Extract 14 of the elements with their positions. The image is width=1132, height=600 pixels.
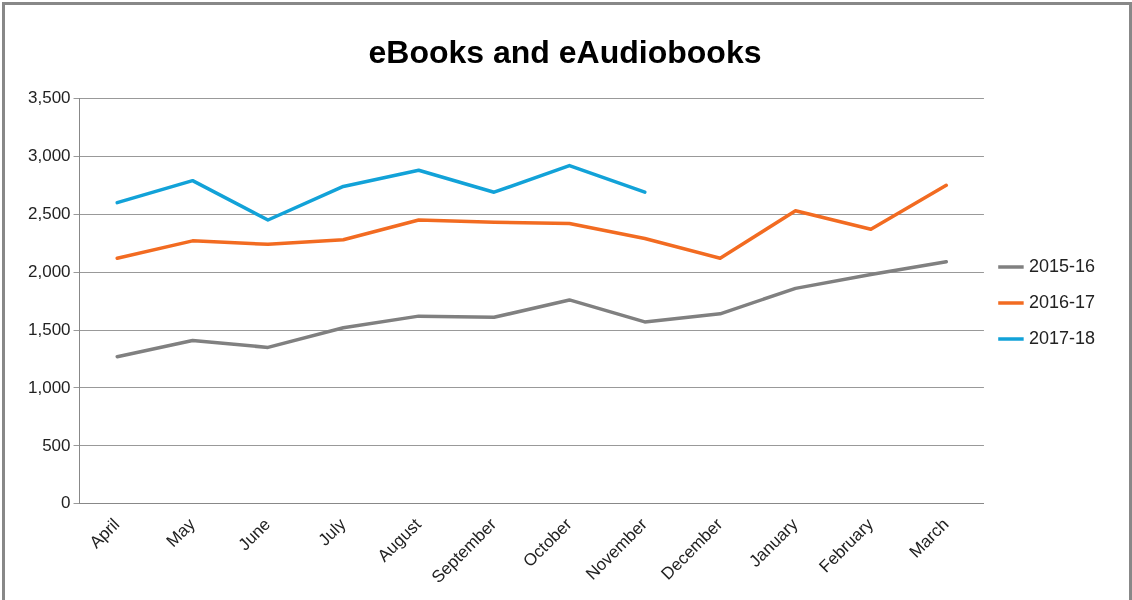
- x-tick-label: May: [162, 514, 200, 551]
- chart-title: eBooks and eAudiobooks: [368, 34, 762, 71]
- x-tick-label: July: [314, 514, 350, 550]
- legend-label: 2015-16: [1028, 255, 1095, 276]
- y-tick-label: 500: [42, 435, 71, 455]
- y-tick-label: 2,500: [27, 203, 71, 223]
- y-tick-label: 2,000: [27, 261, 71, 281]
- y-tick-label: 0: [61, 493, 71, 513]
- y-tick-label: 1,000: [27, 377, 71, 397]
- y-tick-label: 3,000: [27, 146, 71, 165]
- legend-label: 2017-18: [1028, 327, 1095, 348]
- y-tick-label: 3,500: [27, 88, 71, 108]
- y-tick-label: 1,500: [27, 319, 71, 339]
- legend-label: 2016-17: [1028, 291, 1095, 312]
